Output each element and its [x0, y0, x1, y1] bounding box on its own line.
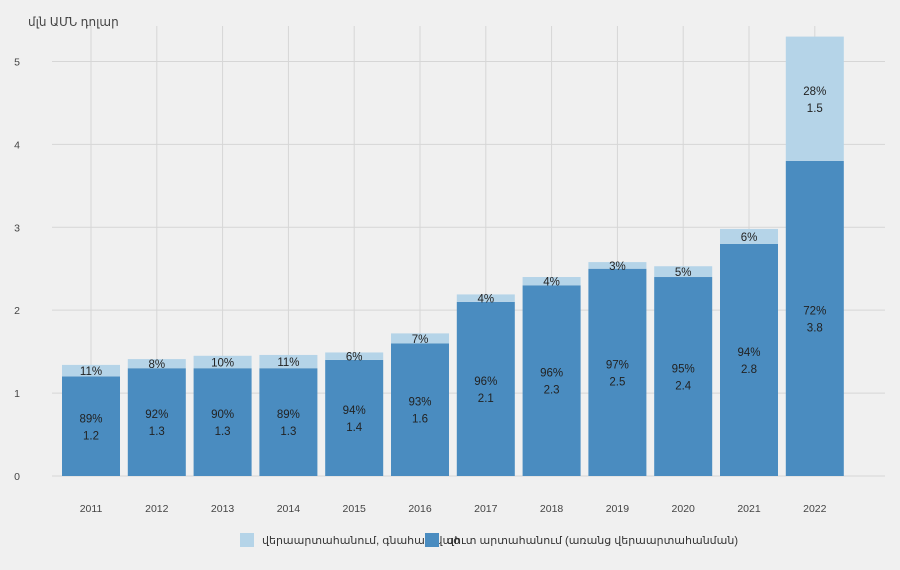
- x-tick-label: 2012: [145, 503, 169, 515]
- value-label-net: 2.1: [478, 393, 494, 405]
- bar-net-export: [720, 243, 778, 476]
- legend-swatch-reexport: [240, 533, 254, 547]
- legend-label-net: զուտ արտահանում (առանց վերաարտահանման): [447, 535, 738, 547]
- value-label-net: 1.4: [346, 422, 363, 434]
- value-label-reexport: 1.5: [807, 103, 823, 115]
- y-axis: 0 1 2 3 4 5: [14, 56, 20, 483]
- percent-label-reexport: 6%: [346, 352, 363, 364]
- bar-re-export: [259, 354, 318, 369]
- bar-re-export: [522, 277, 581, 286]
- bar-re-export: [193, 355, 252, 369]
- percent-label-reexport: 8%: [148, 359, 165, 371]
- bar-re-export: [391, 333, 449, 344]
- x-tick-label: 2019: [606, 503, 630, 515]
- value-label-net: 1.2: [83, 430, 99, 442]
- percent-label-net: 90%: [211, 409, 234, 421]
- percent-label-net: 97%: [606, 359, 629, 371]
- value-label-net: 1.6: [412, 414, 428, 426]
- x-tick-label: 2018: [540, 503, 564, 515]
- legend-label-reexport: վերաարտահանում, գնահատված: [262, 535, 460, 547]
- y-tick-label: 2: [14, 305, 20, 317]
- percent-label-net: 94%: [737, 347, 760, 359]
- x-tick-label: 2014: [277, 503, 301, 515]
- value-label-net: 2.4: [675, 381, 692, 393]
- bar-re-export: [785, 36, 844, 161]
- bar-net-export: [193, 368, 252, 476]
- percent-label-net: 93%: [408, 397, 431, 409]
- bar-net-export: [325, 359, 384, 476]
- y-tick-label: 3: [14, 222, 20, 234]
- bar-re-export: [588, 262, 647, 269]
- percent-label-net: 95%: [672, 364, 695, 376]
- bar-re-export: [456, 294, 515, 302]
- x-tick-label: 2022: [803, 503, 827, 515]
- legend-swatch-net: [425, 533, 439, 547]
- value-label-net: 2.8: [741, 364, 757, 376]
- unit-label: մլն ԱՄՆ դոլար: [28, 15, 119, 29]
- percent-label-net: 89%: [277, 409, 300, 421]
- bar-re-export: [325, 352, 384, 360]
- percent-label-net: 96%: [474, 376, 497, 388]
- x-tick-label: 2020: [672, 503, 696, 515]
- y-tick-label: 5: [14, 56, 20, 68]
- bar-net-export: [654, 277, 713, 476]
- value-label-net: 1.3: [149, 426, 165, 438]
- bar-net-export: [588, 268, 647, 476]
- bar-re-export: [720, 228, 778, 244]
- percent-label-reexport: 5%: [675, 267, 692, 279]
- percent-label-reexport: 11%: [277, 357, 299, 369]
- value-label-net: 3.8: [807, 322, 823, 334]
- bar-net-export: [456, 301, 515, 476]
- bar-labels: 89% 1.2 11% 92% 1.3 8% 90% 1.3 10% 89% 1.3 11% 94% 1.…: [79, 86, 826, 442]
- bar-net-export: [391, 343, 449, 476]
- bar-net-export: [522, 285, 581, 476]
- bar-re-export: [654, 266, 713, 278]
- x-tick-label: 2015: [343, 503, 367, 515]
- percent-label-reexport: 28%: [803, 86, 826, 98]
- percent-label-reexport: 11%: [80, 366, 102, 378]
- percent-label-net: 94%: [343, 405, 366, 417]
- percent-label-net: 92%: [145, 409, 168, 421]
- y-tick-label: 4: [14, 139, 20, 151]
- percent-label-reexport: 3%: [609, 261, 626, 273]
- percent-label-reexport: 10%: [211, 358, 234, 370]
- x-tick-label: 2017: [474, 503, 498, 515]
- bar-net-export: [259, 368, 318, 476]
- bar-net-export: [785, 160, 844, 477]
- value-label-net: 2.5: [609, 376, 625, 388]
- y-tick-label: 1: [14, 388, 20, 400]
- x-tick-label: 2016: [408, 503, 432, 515]
- x-tick-label: 2011: [80, 503, 103, 515]
- percent-label-reexport: 4%: [543, 277, 560, 289]
- percent-label-net: 72%: [803, 305, 826, 317]
- value-label-net: 2.3: [544, 385, 560, 397]
- bar-net-export: [127, 368, 186, 476]
- percent-label-reexport: 6%: [741, 232, 758, 244]
- x-tick-label: 2021: [737, 503, 761, 515]
- x-tick-label: 2013: [211, 503, 235, 515]
- value-label-net: 1.3: [280, 426, 296, 438]
- bar-re-export: [127, 359, 186, 369]
- bar-re-export: [62, 364, 120, 377]
- percent-label-net: 89%: [79, 413, 102, 425]
- y-tick-label: 0: [14, 471, 20, 483]
- bar-net-export: [62, 376, 120, 476]
- bars: [62, 36, 844, 477]
- percent-label-reexport: 4%: [477, 294, 494, 306]
- percent-label-reexport: 7%: [412, 334, 429, 346]
- percent-label-net: 96%: [540, 368, 563, 380]
- value-label-net: 1.3: [215, 426, 231, 438]
- x-axis: 2011 2012 2013 2014 2015 2016 2017 2018 2019 2020…: [80, 503, 827, 515]
